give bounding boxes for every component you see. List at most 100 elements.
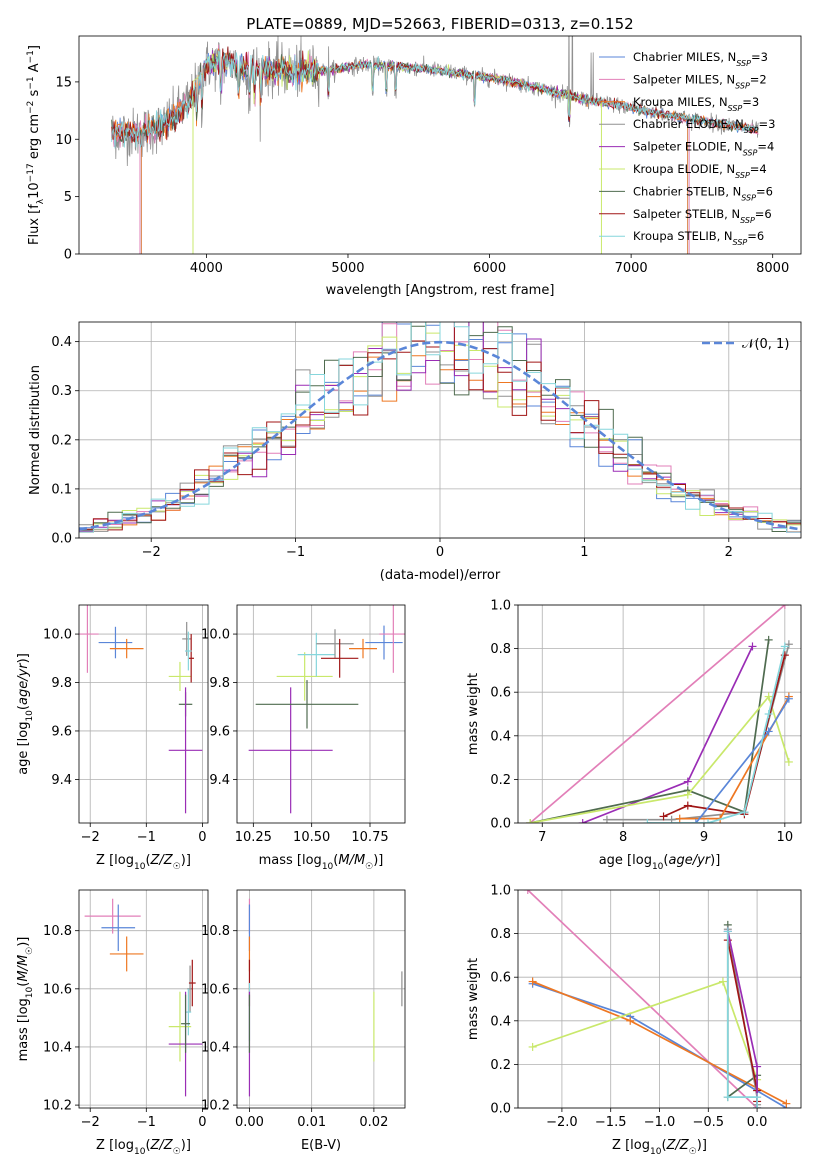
x-tick-label: 10.25	[235, 830, 272, 845]
x-tick-label: −1.5	[595, 1115, 627, 1130]
weight-marker	[764, 692, 773, 701]
x-tick-label: 0.0	[747, 1115, 768, 1130]
y-tick-label: 10.8	[201, 924, 230, 939]
errorbar-point	[188, 959, 196, 1007]
weight-line-kroupa-elodie	[529, 694, 790, 823]
y-tick-label: 10.2	[43, 1099, 72, 1114]
legend-entry: Kroupa ELODIE, NSSP=4	[633, 162, 767, 180]
spectrum-legend: Chabrier MILES, NSSP=3 Salpeter MILES, NS…	[599, 50, 775, 247]
y-tick-label: 9.4	[209, 773, 230, 788]
weight-line-salpeter-elodie	[582, 646, 754, 823]
age-vs-mass-frame	[236, 604, 406, 824]
y-tick-label: 15	[55, 75, 72, 90]
y-tick-label: 10.4	[201, 1040, 230, 1055]
errorbar-point	[185, 631, 192, 671]
x-tick-label: 2	[725, 545, 733, 560]
x-tick-label: −2	[81, 1115, 100, 1130]
weight-marker	[526, 819, 535, 823]
weight-marker	[784, 640, 793, 649]
mass-vs-Z-x-label: Z [log10(Z/Z☉)]	[96, 1138, 191, 1157]
spectrum-y-label: Flux [fλ10−17 erg cm−2 s−1 A−1]	[26, 45, 46, 245]
y-tick-label: 10.6	[201, 982, 230, 997]
y-tick-label: 9.4	[51, 773, 72, 788]
x-tick-label: 0.01	[297, 1115, 326, 1130]
weight-marker	[683, 801, 692, 810]
errorbar-point	[185, 988, 192, 1036]
errorbar-point	[168, 687, 203, 814]
x-tick-label: −2	[142, 545, 161, 560]
residuals-y-label: Normed distribution	[28, 365, 43, 495]
residuals-frame	[78, 321, 802, 539]
errorbar-point	[168, 991, 192, 1062]
y-tick-label: 10.0	[43, 628, 72, 643]
normal-reference-curve	[79, 340, 801, 531]
weight-marker	[528, 1042, 537, 1051]
residuals-axes: −2 −1 0 1 2 0.0 0.1 0.2 0.3 0.4	[51, 322, 801, 560]
weight-marker	[784, 757, 793, 766]
weight-vs-age-frame	[517, 604, 802, 824]
spectrum-x-label: wavelength [Angstrom, rest frame]	[326, 283, 555, 298]
x-tick-label: −1	[286, 545, 305, 560]
y-tick-label: 10.2	[201, 1099, 230, 1114]
weight-vs-age-x-label: age [log10(age/yr)]	[599, 853, 721, 872]
mass-vs-EBV-frame	[236, 889, 406, 1109]
weight-line-kroupa-elodie	[532, 980, 758, 1080]
weight-marker	[643, 819, 652, 823]
spectrum-frame	[78, 35, 802, 255]
errorbar-point	[365, 625, 403, 660]
x-tick-label: 9	[700, 830, 708, 845]
weight-vs-age-y-label: mass weight	[466, 673, 481, 755]
errorbar-point	[109, 638, 144, 659]
y-tick-label: 0.4	[51, 335, 72, 350]
x-tick-label: 8	[619, 830, 627, 845]
weight-marker	[753, 1104, 762, 1108]
x-tick-label: 7000	[615, 261, 648, 276]
x-tick-label: −2.0	[546, 1115, 578, 1130]
weight-marker	[764, 727, 773, 736]
weight-marker	[683, 790, 692, 799]
legend-entry: Salpeter MILES, NSSP=2	[633, 72, 767, 90]
legend-entry: Salpeter ELODIE, NSSP=4	[633, 140, 774, 158]
errorbar-point	[168, 661, 192, 691]
weight-line-kroupa-miles	[679, 696, 790, 820]
mass-vs-Z-axes: −2 −1 0 10.2 10.4 10.6 10.8	[43, 890, 208, 1130]
weight-marker	[718, 977, 727, 986]
errorbar-point	[276, 652, 333, 701]
age-vs-Z-x-label: Z [log10(Z/Z☉)]	[96, 853, 191, 872]
weight-marker	[784, 694, 793, 703]
weight-marker	[523, 890, 532, 894]
residuals-legend: 𝒩(0, 1)	[702, 337, 789, 352]
y-tick-label: 0.2	[51, 433, 72, 448]
errorbar-point	[182, 621, 192, 656]
y-tick-label: 0.6	[490, 971, 511, 986]
weight-marker	[578, 819, 587, 823]
legend-entry: Chabrier ELODIE, NSSP=3	[633, 117, 775, 135]
y-tick-label: 1.0	[490, 884, 511, 899]
mass-vs-Z-frame	[78, 889, 209, 1109]
age-vs-mass-x-label: mass [log10(M/M☉)]	[259, 853, 384, 872]
x-tick-label: 0	[436, 545, 444, 560]
x-tick-label: 4000	[190, 261, 223, 276]
y-tick-label: 0.1	[51, 482, 72, 497]
weight-line-chabrier-stelib	[529, 639, 770, 823]
legend-entry: Salpeter STELIB, NSSP=6	[633, 207, 772, 225]
y-tick-label: 10.6	[43, 982, 72, 997]
weight-marker	[723, 927, 732, 936]
weight-marker	[740, 808, 749, 817]
errorbar-point	[248, 687, 333, 814]
weight-marker	[764, 710, 773, 718]
weight-marker	[764, 635, 773, 644]
x-tick-label: 10.50	[293, 830, 330, 845]
weight-vs-Z-axes: −2.0 −1.5 −1.0 −0.5 0.0 0.0 0.2 0.4 0.6 0.8 1.0	[490, 884, 801, 1130]
errorbar-point	[255, 680, 359, 729]
x-tick-label: 6000	[473, 261, 506, 276]
x-tick-label: −1.0	[644, 1115, 676, 1130]
y-tick-label: 10.0	[201, 628, 230, 643]
y-tick-label: 9.6	[51, 724, 72, 739]
y-tick-label: 1.0	[490, 599, 511, 614]
weight-marker	[782, 1099, 791, 1108]
age-vs-Z-frame	[78, 604, 209, 824]
residuals-x-label: (data-model)/error	[380, 568, 501, 583]
y-tick-label: 0.8	[490, 927, 511, 942]
errorbar-point	[349, 638, 377, 659]
